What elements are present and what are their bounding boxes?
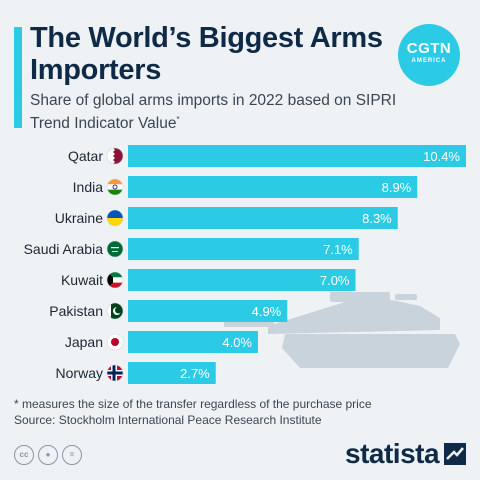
- category-label-india: India: [73, 179, 104, 195]
- bar-india: [128, 176, 418, 198]
- license-icons: cc ● =: [14, 445, 86, 465]
- statista-brand: statista: [345, 438, 440, 469]
- ukraine-flag-icon: [106, 209, 124, 227]
- category-label-qatar: Qatar: [68, 148, 103, 164]
- equals-icon: =: [62, 445, 82, 465]
- bar-japan: [128, 331, 258, 353]
- saudi-arabia-flag-icon: [106, 240, 124, 258]
- japan-flag-icon: [106, 333, 124, 351]
- cc-icon: cc: [14, 445, 34, 465]
- value-label-qatar: 10.4%: [423, 149, 460, 164]
- category-label-saudi-arabia: Saudi Arabia: [24, 241, 104, 257]
- chart-subtitle: Share of global arms imports in 2022 bas…: [30, 91, 410, 133]
- value-label-india: 8.9%: [382, 180, 412, 195]
- title-accent-bar: [14, 27, 22, 128]
- category-label-kuwait: Kuwait: [61, 272, 103, 288]
- value-label-ukraine: 8.3%: [362, 211, 392, 226]
- bar-ukraine: [128, 207, 398, 229]
- bar-saudi-arabia: [128, 238, 359, 260]
- value-label-norway: 2.7%: [180, 366, 210, 381]
- kuwait-flag-icon: [106, 271, 124, 289]
- norway-flag-icon: [106, 364, 124, 382]
- category-label-norway: Norway: [56, 365, 103, 381]
- cgtn-logo-line2: AMERICA: [411, 58, 447, 64]
- bar-qatar: [128, 145, 466, 167]
- chart-title: The World’s Biggest Arms Importers: [30, 22, 383, 86]
- category-label-ukraine: Ukraine: [55, 210, 103, 226]
- bar-pakistan: [128, 300, 288, 322]
- value-label-japan: 4.0%: [222, 335, 252, 350]
- bar-norway: [128, 362, 216, 384]
- bar-chart: Qatar 10.4% India 8.9% Ukraine 8.3% Saudi Arab…: [24, 145, 466, 384]
- source-note: Source: Stockholm International Peace Re…: [14, 413, 322, 427]
- footnote: * measures the size of the transfer rega…: [14, 397, 372, 411]
- cgtn-logo: CGTN AMERICA: [398, 24, 460, 86]
- value-label-saudi-arabia: 7.1%: [323, 242, 353, 257]
- value-label-pakistan: 4.9%: [252, 304, 282, 319]
- cgtn-logo-line1: CGTN: [406, 40, 452, 57]
- subtitle-footnote-mark: *: [176, 115, 180, 124]
- india-flag-icon: [106, 178, 124, 196]
- person-icon: ●: [38, 445, 58, 465]
- category-label-japan: Japan: [65, 334, 103, 350]
- qatar-flag-icon: [106, 147, 124, 165]
- pakistan-flag-icon: [106, 302, 124, 320]
- subtitle-text: Share of global arms imports in 2022 bas…: [30, 92, 397, 133]
- statista-mark-icon: [444, 443, 466, 465]
- bar-kuwait: [128, 269, 356, 291]
- value-label-kuwait: 7.0%: [320, 273, 350, 288]
- tank-silhouette-icon: [224, 292, 460, 368]
- category-label-pakistan: Pakistan: [49, 303, 103, 319]
